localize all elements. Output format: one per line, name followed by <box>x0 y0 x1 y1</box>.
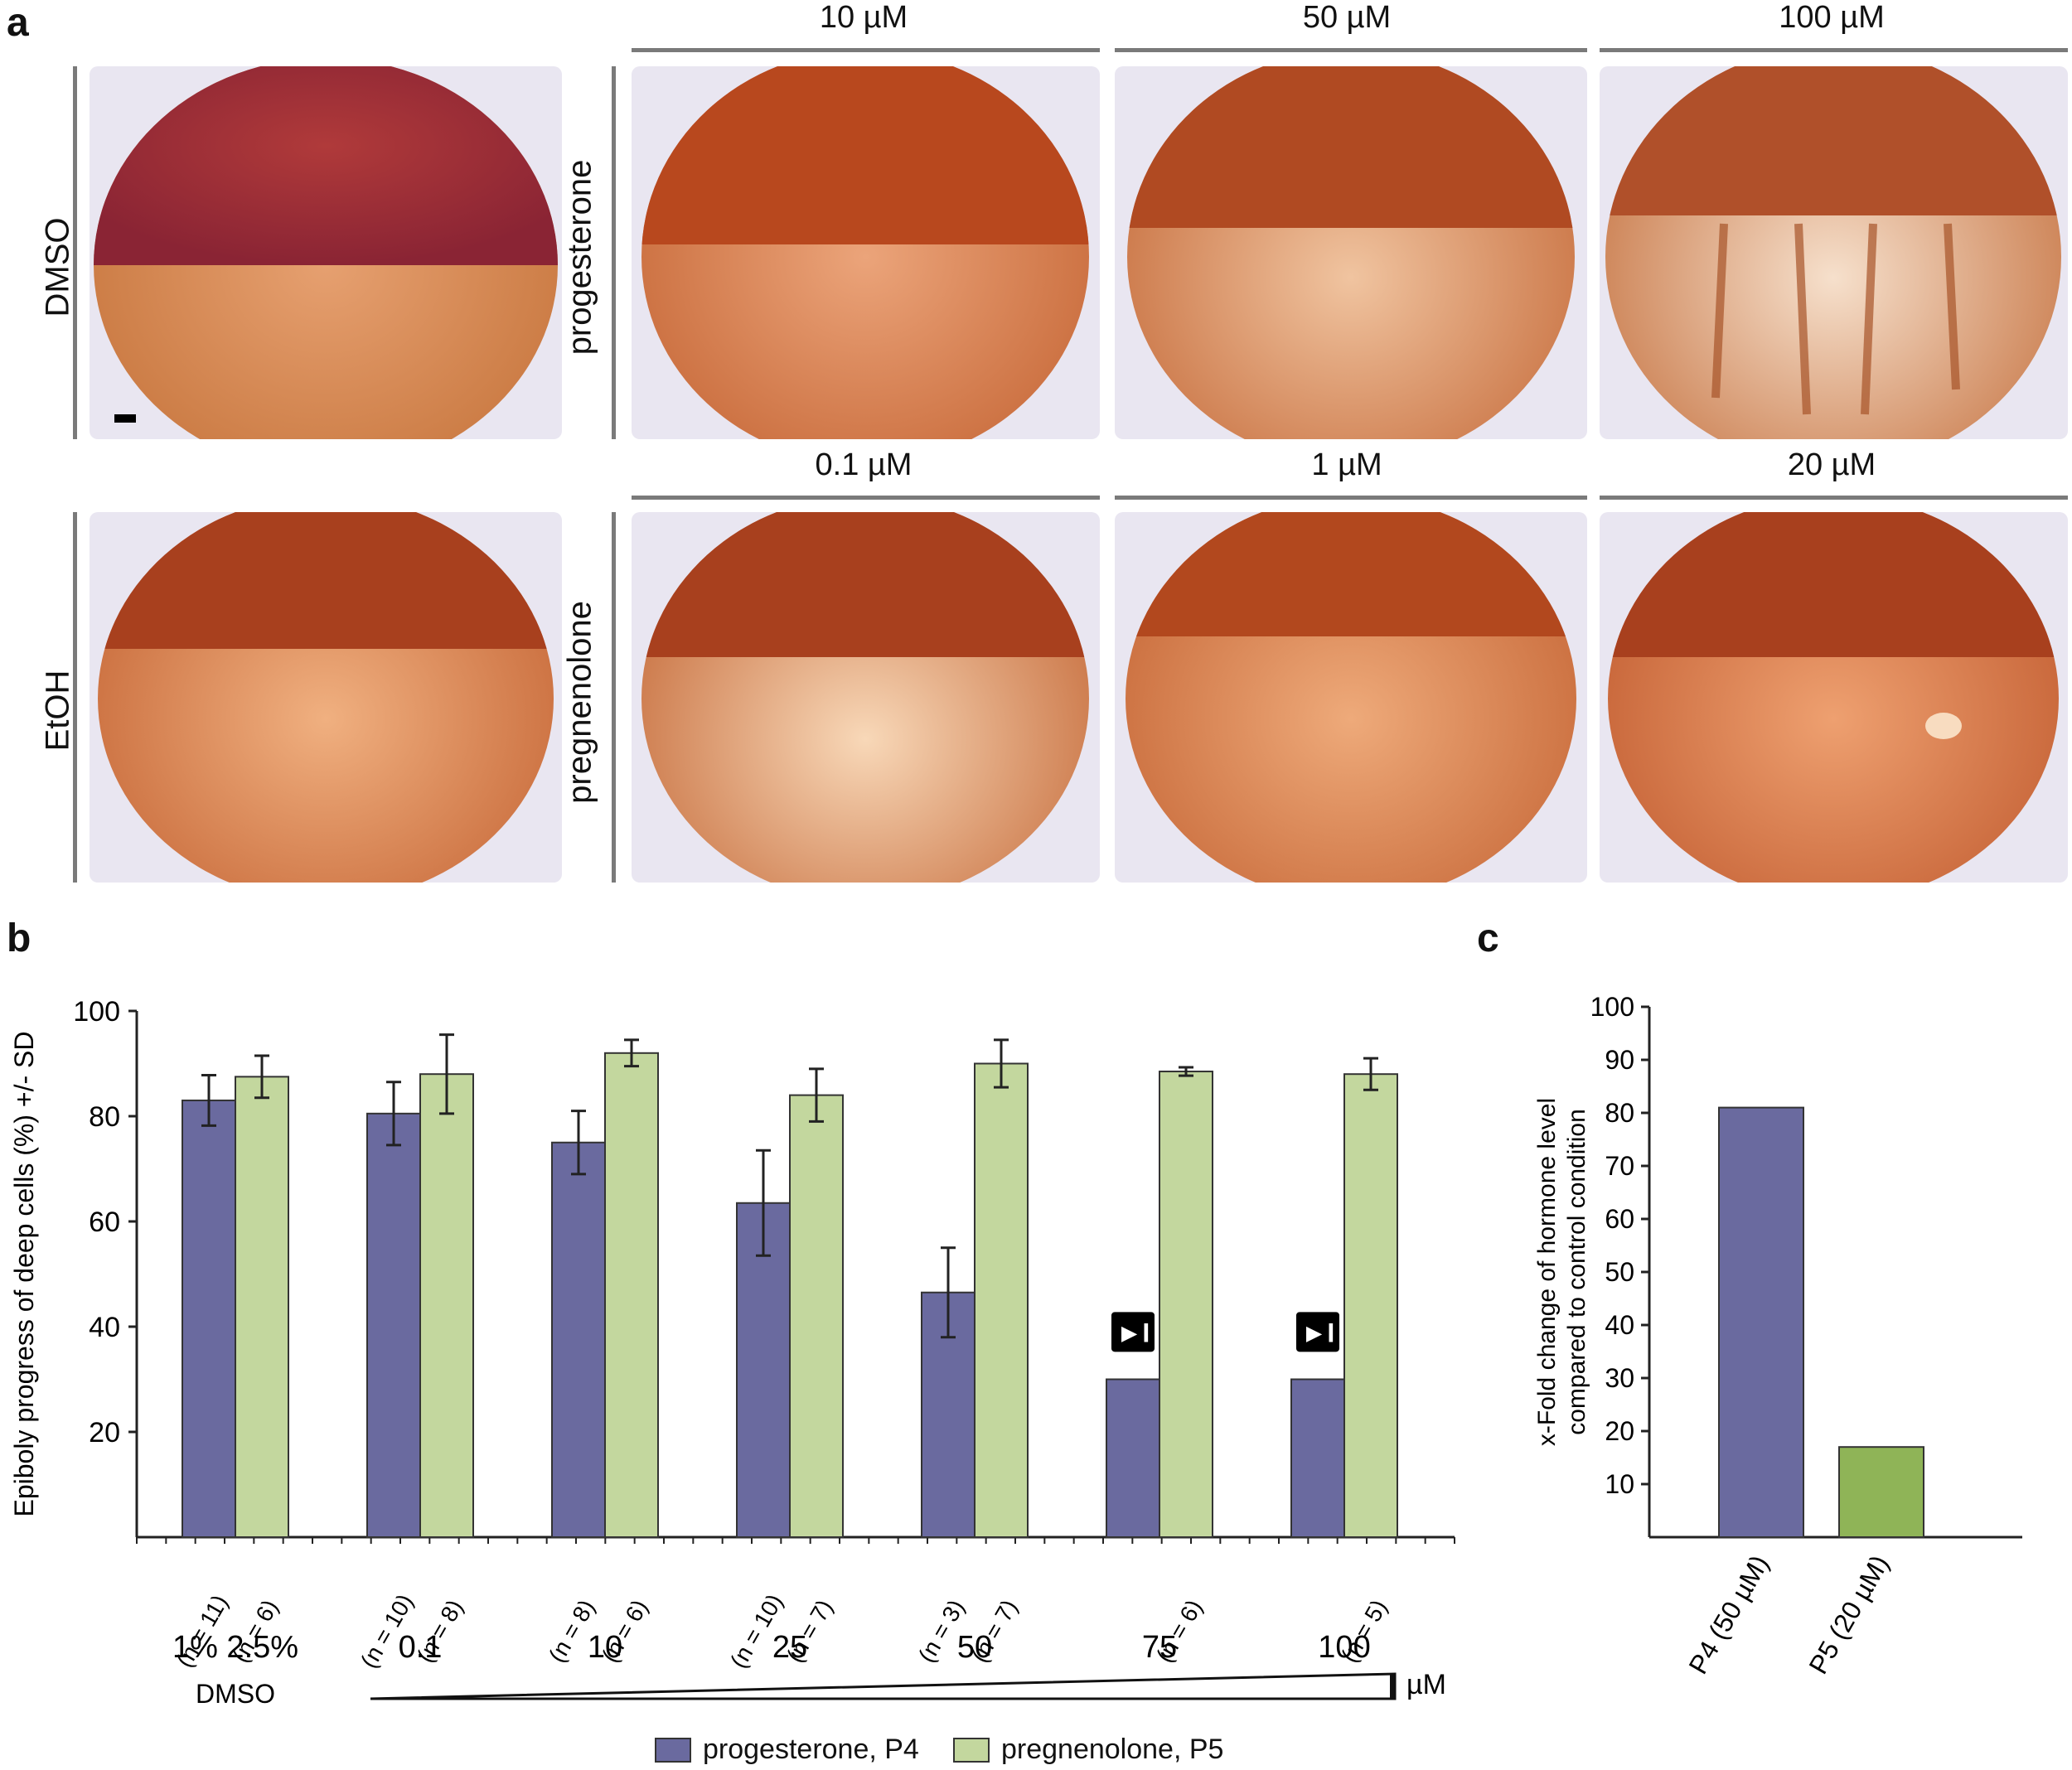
row2-conc-bar-2 <box>1115 496 1587 500</box>
micrograph-dmso <box>90 66 562 439</box>
panel-c-letter: c <box>1477 916 1499 960</box>
chart-b-ytick-label-2: 60 <box>89 1207 120 1238</box>
row2-conc-1: 0.1 µM <box>815 447 913 482</box>
bar-s1-c3 <box>789 1094 844 1539</box>
legend-label-p5: pregnenolone, P5 <box>1001 1734 1224 1765</box>
legend-swatch-p4 <box>655 1737 691 1763</box>
row2-control-bracket <box>73 512 77 883</box>
row1-control-bracket <box>73 66 77 439</box>
chart-b-group-label: DMSO <box>196 1679 275 1709</box>
row1-treatment-bracket <box>612 66 616 439</box>
row1-conc-bar-2 <box>1115 48 1587 52</box>
chart-b-xcat-5: 75 <box>1142 1630 1177 1665</box>
micrograph-pregnenolone-1 <box>632 512 1100 883</box>
chart-c-bar-1 <box>1838 1446 1924 1539</box>
chart-b-xcat-3: 25 <box>772 1630 807 1665</box>
bar-s1-c1 <box>419 1073 474 1538</box>
row1-conc-bar-3 <box>1600 48 2068 52</box>
chart-c-ytick-label-2: 30 <box>1605 1363 1634 1393</box>
row2-conc-bar-1 <box>632 496 1100 500</box>
chart-b-unit-label: µM <box>1406 1669 1446 1700</box>
bar-s1-c5 <box>1159 1071 1213 1538</box>
chart-c-ytick-label-8: 90 <box>1605 1045 1634 1075</box>
row2-conc-3: 20 µM <box>1787 447 1876 482</box>
bar-s1-c6 <box>1343 1073 1398 1538</box>
panel-a-letter: a <box>7 1 29 45</box>
row2-control-label: EtOH <box>39 670 76 752</box>
micrograph-progesterone-3 <box>1600 66 2068 439</box>
row1-control-label: DMSO <box>39 217 76 317</box>
legend-label-p4: progesterone, P4 <box>703 1734 919 1765</box>
chart-c-ytick-label-9: 100 <box>1590 992 1634 1022</box>
micrograph-pregnenolone-2 <box>1115 512 1587 883</box>
row1-conc-1: 10 µM <box>819 0 908 35</box>
chart-c-ytick-label-4: 50 <box>1605 1257 1634 1287</box>
chart-b-xcat-4: 50 <box>957 1630 992 1665</box>
micrograph-progesterone-1 <box>632 66 1100 439</box>
legend-p5: pregnenolone, P5 <box>953 1734 1223 1766</box>
micrograph-pregnenolone-3 <box>1600 512 2068 883</box>
arrest-marker-bg-0 <box>1111 1312 1155 1352</box>
chart-c-ytick-label-6: 70 <box>1605 1151 1634 1181</box>
chart-b-xcat-6: 100 <box>1318 1630 1370 1665</box>
row1-conc-bar-1 <box>632 48 1100 52</box>
bar-s0-c0 <box>182 1099 236 1538</box>
chart-b-ytick-label-3: 80 <box>89 1101 120 1133</box>
arrest-marker-icon-1: ►I <box>1301 1318 1335 1347</box>
row2-conc-bar-3 <box>1600 496 2068 500</box>
bar-s1-c2 <box>604 1052 659 1539</box>
chart-b-ytick-label-0: 20 <box>89 1417 120 1448</box>
concentration-wedge <box>370 1672 1397 1700</box>
chart-c-ytick-label-3: 40 <box>1605 1310 1634 1340</box>
chart-c-ytick-label-0: 10 <box>1605 1469 1634 1499</box>
row2-treatment-bracket <box>612 512 616 883</box>
embryo-image-dmso <box>94 66 558 439</box>
chart-c-ytick-label-5: 60 <box>1605 1204 1634 1234</box>
arrest-marker-icon-0: ►I <box>1116 1318 1150 1347</box>
concentration-wedge-end <box>1390 1674 1395 1699</box>
row1-conc-2: 50 µM <box>1302 0 1392 35</box>
chart-c-bar-0 <box>1718 1106 1804 1539</box>
bar-s0-c1 <box>366 1112 421 1538</box>
panel-b-letter: b <box>7 916 31 960</box>
row1-conc-3: 100 µM <box>1779 0 1885 35</box>
legend-swatch-p5 <box>953 1737 990 1763</box>
chart-b-xcat-1: 0.1 <box>399 1630 443 1665</box>
arrest-marker-bg-1 <box>1296 1312 1339 1352</box>
chart-b: 20 40 60 80 100 Epiboly progress of deep cell… <box>9 996 1455 1709</box>
row2-treatment-label: pregnenolone <box>561 601 598 804</box>
legend-p4: progesterone, P4 <box>655 1734 919 1766</box>
micrograph-etoh <box>90 512 562 883</box>
chart-b-ytick-label-4: 100 <box>73 996 120 1028</box>
chart-c-ylabel: x-Fold change of hormone level compared t… <box>1533 1098 1590 1446</box>
chart-c-xcat-0: P4 (50 µM) <box>1682 1550 1774 1680</box>
bar-s1-c4 <box>974 1062 1029 1538</box>
chart-b-xcat-0: 1% 2.5% <box>172 1630 298 1665</box>
chart-c-xcat-1: P5 (20 µM) <box>1803 1550 1895 1680</box>
chart-c: 10 20 30 40 50 60 70 80 90 100 x-Fold change of ho… <box>1533 992 2022 1680</box>
chart-b-ytick-label-1: 40 <box>89 1312 120 1343</box>
row1-treatment-label: progesterone <box>561 159 598 355</box>
chart-b-xcat-2: 10 <box>588 1630 622 1665</box>
bar-s1-c0 <box>235 1076 289 1538</box>
micrograph-progesterone-2 <box>1115 66 1587 439</box>
bar-s0-c5 <box>1106 1378 1160 1538</box>
chart-c-ytick-label-7: 80 <box>1605 1098 1634 1128</box>
row2-conc-2: 1 µM <box>1311 447 1382 482</box>
chart-b-ylabel: Epiboly progress of deep cells (%) +/- S… <box>9 1031 39 1516</box>
chart-c-ytick-label-1: 20 <box>1605 1416 1634 1446</box>
bar-s0-c6 <box>1290 1378 1345 1538</box>
bar-s0-c2 <box>551 1141 606 1538</box>
